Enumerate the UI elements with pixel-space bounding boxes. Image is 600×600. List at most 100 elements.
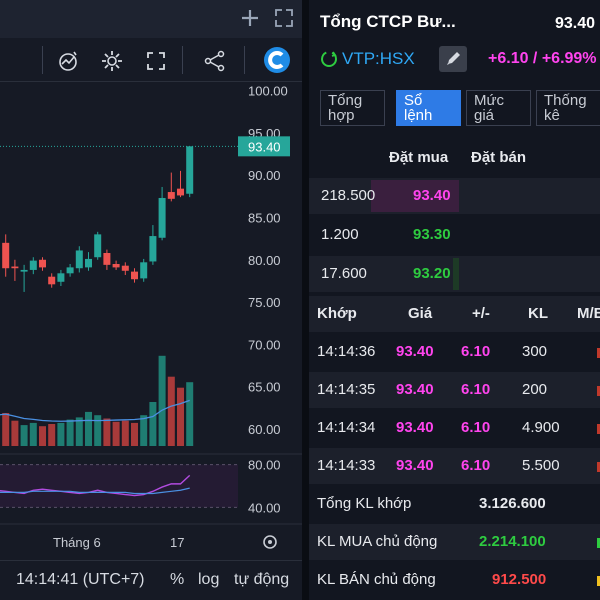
chart-panel: 100.00 95.00 90.00 85.00 80.00 75.00 70.00 65.0… <box>0 0 302 600</box>
chart-topbar <box>0 0 302 38</box>
sell-header: Đặt bán <box>471 149 527 166</box>
panel-divider[interactable] <box>302 0 309 600</box>
candle-body <box>75 250 83 269</box>
tab-summary[interactable]: Tổng hợp <box>320 90 385 126</box>
summary-total-row: Tổng KL khớp 3.126.600 <box>309 486 600 522</box>
ticker-row: VTP:HSX +6.10 / +6.99% <box>320 44 600 74</box>
log-scale-toggle[interactable]: log <box>198 571 220 588</box>
axis-settings-icon[interactable] <box>263 535 277 549</box>
chart-footer: 14:14:41 (UTC+7) % log tự động <box>0 560 302 600</box>
volume-bar <box>48 424 56 446</box>
candle-body <box>112 264 120 268</box>
axis-settings-icon-center <box>268 540 272 544</box>
indicator-icon[interactable] <box>56 48 82 74</box>
price-chart[interactable]: 100.0095.0090.0085.0080.0075.0070.0065.0… <box>0 82 302 560</box>
candle-body <box>158 197 166 238</box>
candle-body <box>131 271 138 280</box>
active-buy-label: KL MUA chủ động <box>317 533 438 550</box>
order-book-row: 1.200 93.30 <box>309 217 600 253</box>
expand-icon[interactable] <box>272 6 296 30</box>
percent-scale-toggle[interactable]: % <box>170 571 185 588</box>
tab-statistics[interactable]: Thống kê <box>536 90 600 126</box>
trade-change: 6.10 <box>461 419 491 436</box>
order-volume: 218.500 <box>321 187 376 204</box>
volume-bar <box>167 376 175 446</box>
candle-body <box>103 252 111 265</box>
pencil-icon <box>447 52 460 65</box>
toolbar-divider <box>42 46 43 74</box>
plus-icon[interactable] <box>238 6 262 30</box>
trade-price: 93.40 <box>396 381 434 398</box>
summary-buy-row: KL MUA chủ động 2.214.100 <box>309 524 600 560</box>
price-axis-tick: 75.00 <box>248 295 281 310</box>
price-axis-tick: 70.00 <box>248 337 281 352</box>
trade-time: 14:14:33 <box>317 457 376 474</box>
volume-bar <box>149 402 157 446</box>
trade-change: 6.10 <box>461 381 491 398</box>
price-axis-tick: 60.00 <box>248 422 281 437</box>
share-icon[interactable] <box>202 48 228 74</box>
order-price[interactable]: 93.20 <box>413 265 451 282</box>
time-axis-label: Tháng 6 <box>53 535 101 550</box>
trade-time: 14:14:34 <box>317 419 376 436</box>
side-header: M/B <box>577 305 600 322</box>
order-volume: 17.600 <box>321 265 367 282</box>
volume-bar <box>29 422 37 446</box>
time-axis-label: 17 <box>170 535 184 550</box>
order-price[interactable]: 93.40 <box>413 187 451 204</box>
volume-bar <box>94 415 102 446</box>
candle-body <box>66 267 74 274</box>
candle-body <box>57 273 65 282</box>
price-change: +6.10 / +6.99% <box>488 50 597 67</box>
candle-body <box>11 266 19 269</box>
candle-body <box>167 192 175 199</box>
price-axis-tick: 65.00 <box>248 380 281 395</box>
candle-body <box>149 236 157 262</box>
volume-bar <box>85 411 92 446</box>
price-axis-tick: 90.00 <box>248 168 281 183</box>
fullscreen-icon[interactable] <box>143 48 169 74</box>
auto-scale-toggle[interactable]: tự động <box>234 571 290 588</box>
candle-body <box>94 234 102 258</box>
price-axis-tick: 85.00 <box>248 210 281 225</box>
trade-change: 6.10 <box>461 457 491 474</box>
volume-bar <box>2 413 10 446</box>
trade-time: 14:14:35 <box>317 381 376 398</box>
volume-bar <box>11 420 19 446</box>
trade-volume: 300 <box>522 343 548 360</box>
volume-bar <box>112 421 120 446</box>
sell-side-marker <box>597 386 600 396</box>
order-price[interactable]: 93.30 <box>413 226 451 243</box>
price-axis-tick: 80.00 <box>248 253 281 268</box>
active-buy-value: 2.214.100 <box>479 533 546 550</box>
candle-body <box>121 265 129 271</box>
trade-time: 14:14:36 <box>317 343 376 360</box>
tab-order-book[interactable]: Sổ lệnh <box>396 90 461 126</box>
stock-panel: Tổng CTCP Bư... 93.40 VTP:HSX +6.10 / +6… <box>309 0 600 600</box>
settings-icon[interactable] <box>99 48 125 74</box>
active-sell-label: KL BÁN chủ động <box>317 571 436 588</box>
trade-price: 93.40 <box>396 457 434 474</box>
refresh-icon[interactable] <box>320 50 338 68</box>
buy-volume-bar <box>453 258 459 290</box>
candle-body <box>140 262 148 279</box>
sell-side-marker <box>597 576 600 586</box>
stock-name: Tổng CTCP Bư... <box>320 12 456 31</box>
trades-header: Khớp Giá +/- KL M/B <box>309 296 600 332</box>
candle-body <box>2 242 10 269</box>
trade-volume: 5.500 <box>522 457 560 474</box>
candle-body <box>177 188 184 196</box>
sell-side-marker <box>597 424 600 434</box>
sell-side-marker <box>597 348 600 358</box>
candle-body <box>186 146 194 194</box>
tab-price-levels[interactable]: Mức giá <box>466 90 531 126</box>
ticker-symbol[interactable]: VTP:HSX <box>342 49 415 68</box>
brand-logo-icon[interactable] <box>263 46 291 74</box>
active-sell-value: 912.500 <box>492 571 547 588</box>
candle-body <box>20 269 28 272</box>
candle-body <box>48 276 56 285</box>
chart-toolbar <box>0 38 302 82</box>
edit-button[interactable] <box>439 46 467 72</box>
oscillator-band <box>0 464 238 508</box>
price-axis-tick: 100.00 <box>248 83 288 98</box>
